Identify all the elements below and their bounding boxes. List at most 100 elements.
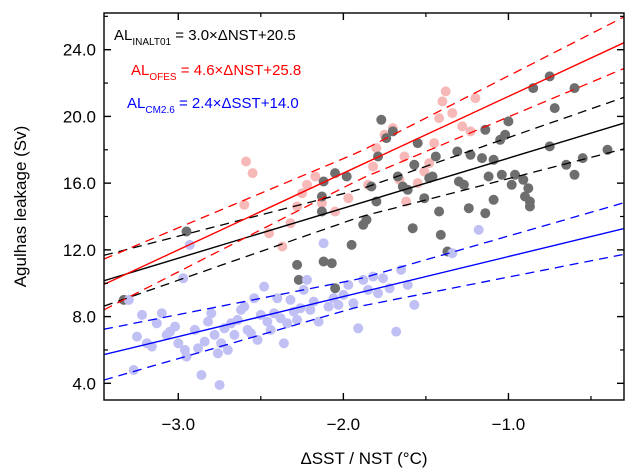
point-inalt01-14 [361,214,372,225]
point-cm26-20 [203,316,213,327]
axis-ticks: 4.0 8.0 12.0 16.0 20.0 24.0 −3.0 −2.0 −1.0 [63,13,624,434]
point-cm26-54 [313,316,324,327]
x-tick-label: −1.0 [492,415,526,434]
point-ofes-24 [429,138,440,149]
point-cm26-61 [348,298,359,309]
point-inalt01-57 [544,71,555,82]
fit-line-cm26 [104,227,624,356]
plot-frame [103,12,625,401]
point-cm26-10 [170,321,180,332]
legend: ALINALT01 = 3.0×ΔNST+20.5 ALOFES = 4.6×ΔN… [114,27,301,116]
point-cm26-74 [473,224,484,235]
point-inalt01-37 [463,203,474,214]
point-ofes-1 [247,168,258,179]
point-inalt01-18 [376,114,387,125]
point-ofes-12 [343,193,354,204]
x-tick-label: −2.0 [327,415,361,434]
point-ofes-9 [310,171,321,182]
point-inalt01-24 [407,223,418,234]
point-inalt01-8 [293,274,304,285]
point-cm26-23 [212,348,223,359]
point-cm26-63 [358,274,369,285]
point-cm26-7 [156,308,167,319]
point-inalt01-34 [452,146,463,157]
y-axis-title: Agulhas leakage (Sv) [11,126,30,288]
regression-lines [104,16,624,381]
point-cm26-22 [209,329,220,340]
point-inalt01-12 [346,239,357,250]
point-inalt01-11 [330,283,341,294]
fit-line-ofes [104,42,624,286]
point-cm26-19 [199,336,210,347]
point-inalt01-61 [569,83,580,94]
point-inalt01-20 [387,126,398,137]
y-tick-label: 16.0 [63,174,96,193]
point-inalt01-16 [366,181,377,192]
point-cm26-48 [292,314,303,325]
point-cm26-36 [252,334,263,345]
point-inalt01-32 [435,229,446,240]
x-axis-title: ΔSST / NST (°C) [300,449,427,468]
point-inalt01-31 [434,206,445,217]
point-inalt01-29 [427,171,438,182]
point-cm26-59 [338,289,349,300]
point-ofes-7 [302,179,312,190]
point-ofes-4 [277,241,288,252]
point-cm26-17 [193,343,204,354]
point-ofes-8 [292,201,303,212]
point-cm26-58 [333,299,344,310]
legend-equation-cm26: ALCM2.6 = 2.4×ΔSST+14.0 [127,95,299,116]
point-cm26-52 [305,304,316,315]
point-inalt01-26 [412,138,423,149]
point-cm26-56 [323,301,334,312]
y-tick-label: 8.0 [72,308,96,327]
point-cm26-66 [373,288,383,299]
point-cm26-1 [128,365,139,375]
point-ofes-11 [330,206,341,217]
point-inalt01-41 [483,171,494,182]
point-ofes-0 [241,156,251,167]
point-ofes-25 [434,113,445,124]
point-cm26-11 [173,338,184,349]
fit-band-lower-inalt01 [104,148,624,307]
fit-band-upper-ofes [104,16,624,260]
point-inalt01-39 [477,153,487,164]
point-inalt01-45 [503,116,514,127]
point-cm26-18 [196,370,207,380]
point-inalt01-60 [561,159,572,170]
point-ofes-15 [371,143,382,154]
fit-band-lower-ofes [104,67,624,311]
point-ofes-30 [465,126,476,137]
point-inalt01-51 [518,174,529,185]
data-points [118,71,613,390]
point-cm26-45 [282,318,293,329]
point-cm26-71 [402,279,413,290]
point-ofes-3 [264,228,275,239]
point-cm26-6 [151,318,162,329]
point-cm26-21 [206,308,217,319]
point-inalt01-7 [292,259,303,270]
point-cm26-32 [239,301,250,312]
point-inalt01-25 [409,159,420,170]
point-inalt01-44 [500,129,511,140]
point-cm26-60 [343,279,354,290]
point-cm26-2 [132,331,142,342]
point-cm26-14 [181,351,192,362]
point-ofes-5 [285,218,296,229]
y-tick-label: 12.0 [63,241,96,260]
y-tick-label: 4.0 [72,374,96,393]
point-cm26-67 [378,273,388,284]
point-inalt01-46 [496,169,507,180]
point-cm26-27 [222,345,233,355]
point-inalt01-58 [549,103,560,114]
point-inalt01-59 [544,141,555,152]
point-cm26-51 [302,274,312,285]
point-ofes-2 [239,199,250,210]
point-ofes-14 [368,161,379,172]
point-inalt01-62 [569,169,580,180]
point-ofes-26 [437,96,448,107]
fit-band-upper-inalt01 [104,96,624,256]
point-ofes-29 [457,121,468,132]
point-inalt01-30 [430,151,441,162]
point-inalt01-52 [523,183,534,194]
